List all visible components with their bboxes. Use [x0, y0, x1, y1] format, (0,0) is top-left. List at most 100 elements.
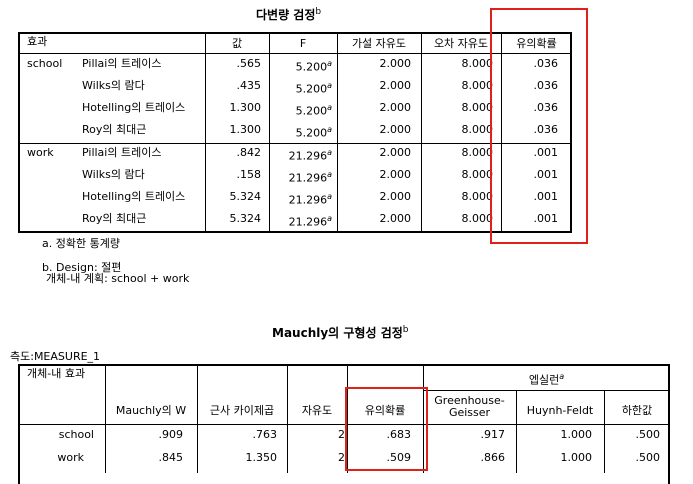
f-cell: 5.200a: [295, 125, 332, 140]
df-cell: 2: [338, 451, 345, 464]
hf-cell: 1.000: [560, 451, 593, 464]
f-cell: 5.200a: [295, 59, 332, 74]
sig-cell: .036: [533, 101, 559, 114]
footnote-b-within: 개체-내 계획: school + work: [46, 272, 190, 285]
chisq-cell: 1.350: [245, 451, 278, 464]
table1-vline: [205, 32, 206, 233]
err-df-cell: 8.000: [461, 146, 494, 159]
test-name: Roy의 최대근: [82, 212, 147, 225]
table2-epsilon-rule: [423, 390, 670, 391]
value-cell: 5.324: [229, 190, 262, 203]
sig-cell: .001: [533, 168, 559, 181]
gg-cell: .866: [480, 451, 506, 464]
err-df-cell: 8.000: [461, 190, 494, 203]
effect-cell: work: [57, 451, 84, 464]
sig-cell: .001: [533, 212, 559, 225]
value-cell: .158: [236, 168, 262, 181]
effect-cell: school: [58, 428, 94, 441]
table2-vline: [347, 364, 348, 473]
table1-effect-school: school: [27, 57, 63, 70]
f-cell: 21.296a: [288, 148, 332, 163]
lb-cell: .500: [635, 451, 661, 464]
hyp-df-cell: 2.000: [379, 146, 412, 159]
table1: [18, 32, 572, 233]
w-cell: .909: [158, 428, 184, 441]
test-name: Wilks의 람다: [82, 168, 145, 181]
table1-header-f: F: [299, 37, 307, 50]
table2-header-chisq: 근사 카이제곱: [209, 404, 275, 417]
table2-header-w: Mauchly의 W: [115, 404, 187, 417]
lb-cell: .500: [635, 428, 661, 441]
w-cell: .845: [158, 451, 184, 464]
value-cell: 1.300: [229, 101, 262, 114]
table2-header-lb: 하한값: [621, 404, 653, 417]
highlight-box-sig-column-2: [345, 387, 428, 471]
table1-header-hyp-df: 가설 자유도: [351, 37, 407, 50]
table1-vline: [337, 32, 338, 233]
sig-cell: .509: [386, 451, 412, 464]
table1-vline: [269, 32, 270, 233]
footnote-a: a. 정확한 통계량: [42, 237, 120, 250]
test-name: Wilks의 람다: [82, 79, 145, 92]
value-cell: 1.300: [229, 123, 262, 136]
table2-vline: [197, 364, 198, 473]
hyp-df-cell: 2.000: [379, 123, 412, 136]
table1-vline: [501, 32, 502, 233]
test-name: Pillai의 트레이스: [82, 57, 162, 70]
table2-measure-label: 측도:MEASURE_1: [10, 350, 101, 363]
table2-header-gg: Greenhouse- Geisser: [434, 394, 505, 419]
f-cell: 21.296a: [288, 170, 332, 185]
err-df-cell: 8.000: [461, 79, 494, 92]
footnote-b-design: b. Design: 절편: [42, 261, 122, 274]
table1-header-value: 값: [231, 37, 243, 50]
table2-header-sig: 유의확률: [364, 404, 406, 417]
value-cell: .435: [236, 79, 262, 92]
table2-header-hf: Huynh-Feldt: [526, 404, 594, 417]
err-df-cell: 8.000: [461, 212, 494, 225]
value-cell: .565: [236, 57, 262, 70]
table1-title: 다변량 검정b: [256, 7, 322, 22]
value-cell: .842: [236, 146, 262, 159]
value-cell: 5.324: [229, 212, 262, 225]
table1-header-rule: [18, 53, 572, 54]
table1-vline: [421, 32, 422, 233]
err-df-cell: 8.000: [461, 101, 494, 114]
test-name: Hotelling의 트레이스: [82, 101, 186, 114]
hyp-df-cell: 2.000: [379, 212, 412, 225]
hyp-df-cell: 2.000: [379, 57, 412, 70]
table1-header-sig: 유의확률: [516, 37, 557, 50]
table2-vline: [287, 364, 288, 473]
sig-cell: .036: [533, 123, 559, 136]
table2-vline: [105, 364, 106, 473]
table2-header-df: 자유도: [301, 404, 333, 417]
hf-cell: 1.000: [560, 428, 593, 441]
table2-title: Mauchly의 구형성 검정b: [272, 325, 409, 340]
err-df-cell: 8.000: [461, 57, 494, 70]
gg-cell: .917: [480, 428, 506, 441]
test-name: Roy의 최대근: [82, 123, 147, 136]
sig-cell: .036: [533, 57, 559, 70]
hyp-df-cell: 2.000: [379, 168, 412, 181]
sig-cell: .036: [533, 79, 559, 92]
f-cell: 21.296a: [288, 192, 332, 207]
test-name: Hotelling의 트레이스: [82, 190, 186, 203]
hyp-df-cell: 2.000: [379, 101, 412, 114]
f-cell: 5.200a: [295, 81, 332, 96]
sig-cell: .001: [533, 190, 559, 203]
table1-header-err-df: 오차 자유도: [433, 37, 489, 50]
table2-vline: [423, 364, 424, 473]
table2-header-effect: 개체-내 효과: [27, 367, 86, 380]
hyp-df-cell: 2.000: [379, 79, 412, 92]
f-cell: 5.200a: [295, 103, 332, 118]
sig-cell: .001: [533, 146, 559, 159]
table2-header-epsilon: 엡실런a: [528, 372, 565, 387]
err-df-cell: 8.000: [461, 168, 494, 181]
table1-effect-work: work: [27, 146, 54, 159]
df-cell: 2: [338, 428, 345, 441]
chisq-cell: .763: [252, 428, 278, 441]
test-name: Pillai의 트레이스: [82, 146, 162, 159]
table2-vline: [604, 390, 605, 473]
sig-cell: .683: [386, 428, 412, 441]
table1-group-rule: [18, 143, 572, 144]
f-cell: 21.296a: [288, 214, 332, 229]
